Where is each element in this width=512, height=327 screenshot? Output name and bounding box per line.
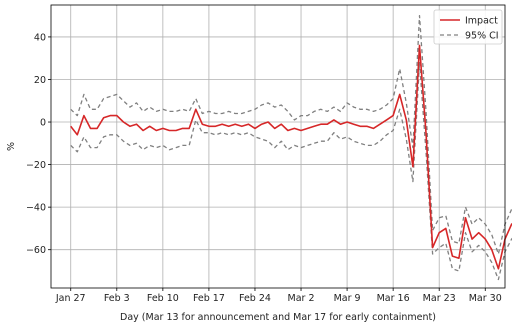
ticks: Jan 27 Feb 3 Feb 10 Feb 17 Feb 24 Mar 2 Mar 9 M… (26, 32, 502, 304)
series-layer (70, 14, 512, 281)
legend-ci-label: 95% CI (465, 31, 499, 42)
y-tick-label: −20 (26, 160, 46, 171)
ci-lower-line (70, 61, 512, 281)
y-tick-label: −40 (26, 203, 46, 214)
y-tick-label: 20 (34, 75, 46, 86)
ci-upper-line (70, 14, 512, 255)
x-tick-label: Mar 2 (288, 293, 315, 304)
x-tick-label: Feb 10 (147, 293, 179, 304)
y-tick-label: 0 (40, 118, 46, 129)
x-tick-label: Feb 24 (239, 293, 271, 304)
x-tick-label: Feb 17 (193, 293, 225, 304)
x-axis-label: Day (Mar 13 for announcement and Mar 17 … (120, 312, 436, 323)
x-tick-label: Mar 9 (334, 293, 361, 304)
x-tick-label: Jan 27 (55, 293, 86, 304)
legend: Impact 95% CI (433, 9, 503, 45)
impact-line (70, 44, 512, 270)
x-tick-label: Mar 16 (377, 293, 410, 304)
x-tick-label: Feb 3 (104, 293, 130, 304)
y-tick-label: −60 (26, 245, 46, 256)
x-tick-label: Mar 30 (469, 293, 502, 304)
x-tick-label: Mar 23 (423, 293, 456, 304)
grid (51, 5, 505, 288)
legend-impact-label: Impact (465, 16, 498, 27)
y-tick-label: 40 (34, 32, 46, 43)
plot-frame (50, 4, 506, 289)
y-axis-label: % (6, 142, 17, 151)
